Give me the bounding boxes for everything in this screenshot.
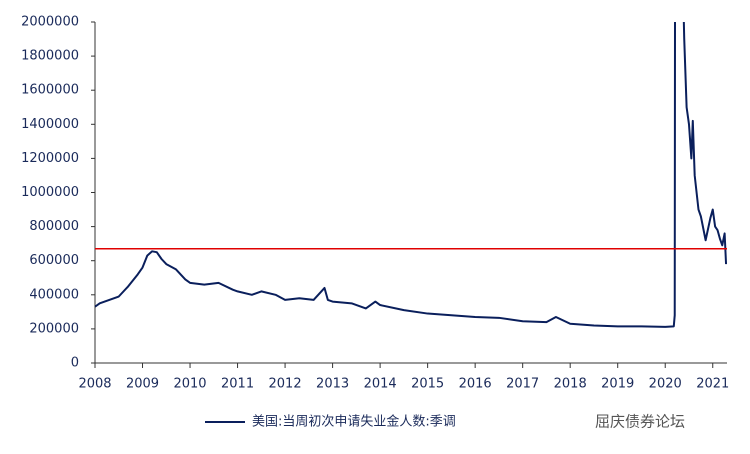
x-tick-label: 2018	[554, 377, 587, 392]
x-tick-label: 2017	[506, 377, 539, 392]
y-tick-label: 1600000	[21, 83, 79, 98]
x-tick-label: 2009	[126, 377, 159, 392]
y-tick-label: 1200000	[21, 151, 79, 166]
y-tick-label: 1000000	[21, 185, 79, 200]
y-tick-label: 400000	[29, 287, 79, 302]
y-tick-label: 600000	[29, 253, 79, 268]
line	[95, 22, 727, 328]
x-tick-label: 2019	[601, 377, 634, 392]
x-tick-label: 2013	[316, 377, 349, 392]
x-tick-label: 2016	[459, 377, 492, 392]
x-tick-label: 2021	[696, 377, 729, 392]
x-tick-label: 2014	[364, 377, 397, 392]
y-tick-label: 2000000	[21, 15, 79, 30]
y-tick-label: 1800000	[21, 49, 79, 64]
y-tick-label: 800000	[29, 219, 79, 234]
y-tick-label: 0	[71, 356, 79, 371]
y-tick-label: 1400000	[21, 117, 79, 132]
x-tick-label: 2020	[649, 377, 682, 392]
x-tick-label: 2015	[411, 377, 444, 392]
y-tick-label: 200000	[29, 321, 79, 336]
watermark: 屈庆债券论坛	[595, 413, 685, 431]
legend-label: 美国:当周初次申请失业金人数:季调	[252, 414, 456, 430]
x-tick-label: 2010	[173, 377, 206, 392]
x-tick-label: 2012	[269, 377, 302, 392]
x-tick-label: 2011	[221, 377, 254, 392]
x-tick-label: 2008	[78, 377, 111, 392]
plot-area	[95, 22, 727, 328]
